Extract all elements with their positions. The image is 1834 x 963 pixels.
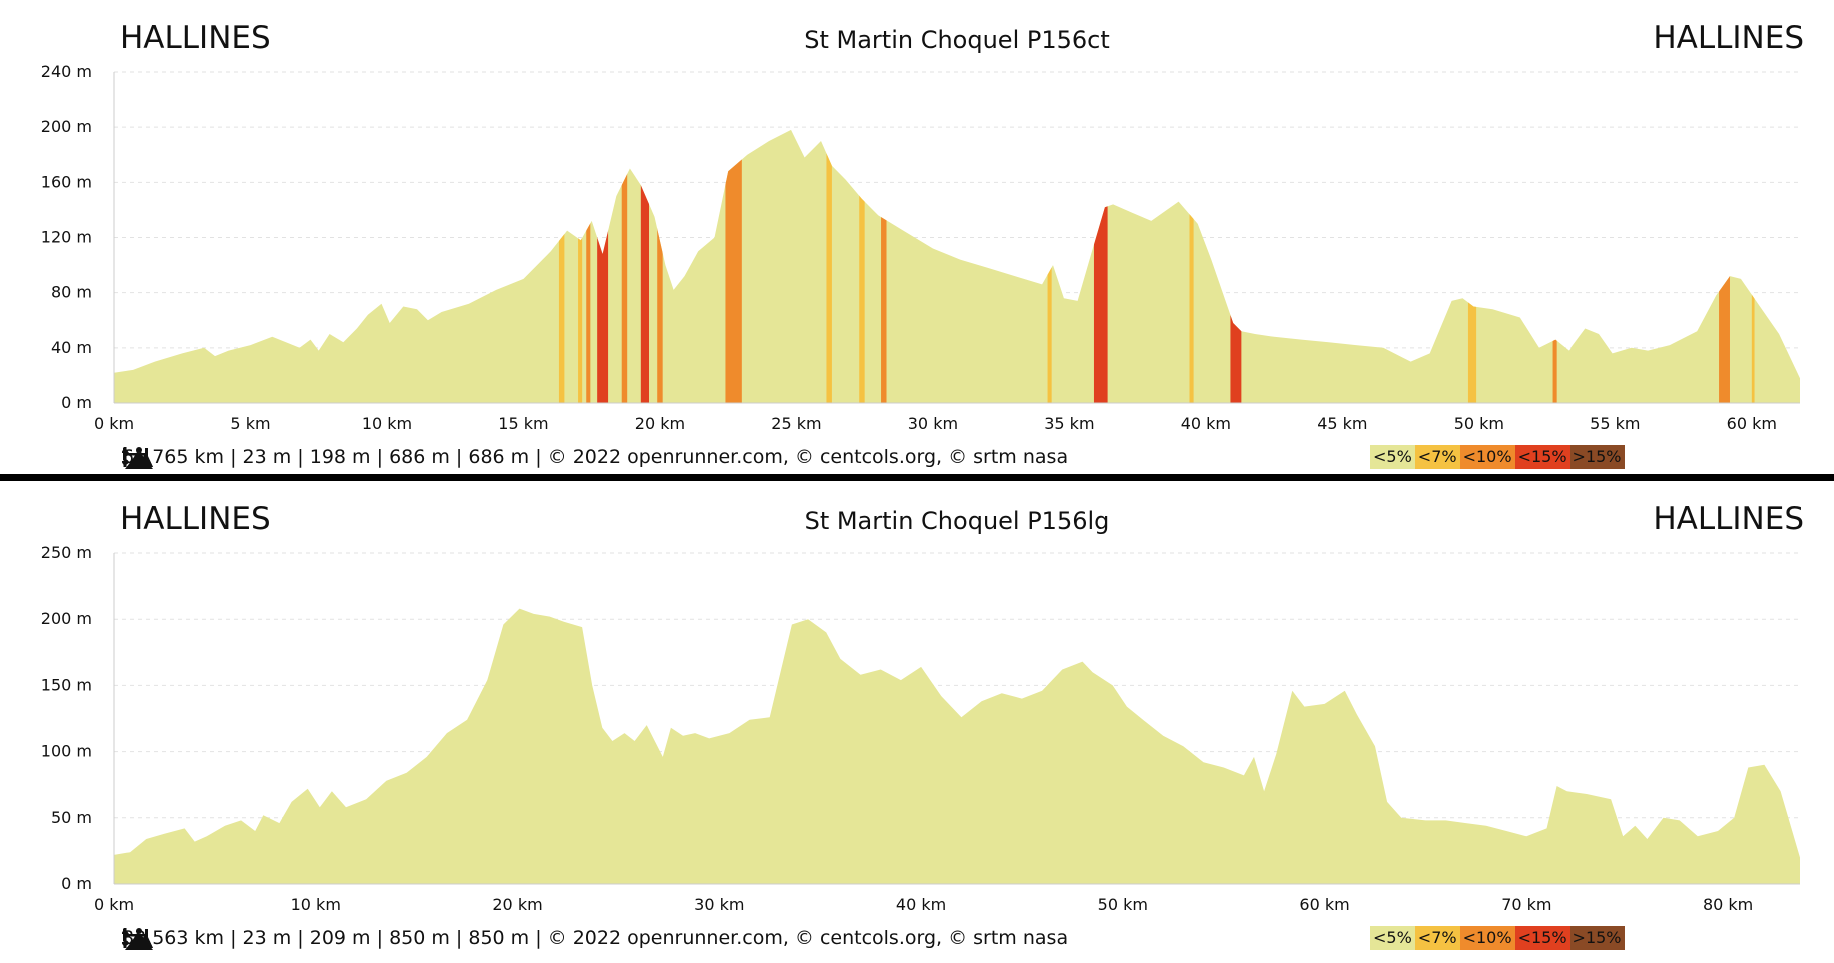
x-tick-label: 35 km	[1044, 414, 1094, 433]
elevation-chart-2: 0 m 50 m 100 m 150 m 200 m 250 m 0 km 10 km 20 k…	[41, 543, 1800, 914]
y-tick-label: 50 m	[51, 808, 92, 827]
chart-title: St Martin Choquel P156lg	[804, 507, 1110, 535]
x-tick-label: 15 km	[498, 414, 548, 433]
descent-value: 686 m | © 2022 openrunner.com, © centcol…	[468, 446, 1069, 468]
y-tick-label: 0 m	[61, 874, 92, 893]
legend-item: <5%	[1370, 445, 1415, 469]
grade-band	[621, 129, 628, 403]
x-tick-label: 0 km	[94, 414, 134, 433]
x-tick-label: 80 km	[1703, 895, 1753, 914]
end-place-label: HALLINES	[1653, 501, 1804, 537]
grade-band	[578, 129, 583, 403]
profile-panel-2: 0 m 50 m 100 m 150 m 200 m 250 m 0 km 10 km 20 k…	[0, 481, 1834, 951]
grade-band	[640, 129, 650, 403]
grade-band	[586, 129, 591, 403]
legend-item: <5%	[1370, 926, 1415, 950]
legend-item: <10%	[1459, 926, 1515, 950]
divider	[0, 474, 1834, 481]
grade-legend: <5% <7% <10% <15% >15%	[1370, 926, 1625, 950]
grade-band	[657, 129, 663, 403]
y-tick-label: 100 m	[41, 742, 92, 761]
start-place-label: HALLINES	[120, 20, 271, 56]
y-tick-label: 0 m	[61, 393, 92, 412]
x-tick-label: 60 km	[1727, 414, 1777, 433]
y-tick-label: 240 m	[41, 62, 92, 81]
y-tick-label: 40 m	[51, 338, 92, 357]
descent-icon	[122, 928, 153, 948]
x-tick-label: 20 km	[635, 414, 685, 433]
descent-value: 850 m | © 2022 openrunner.com, © centcol…	[468, 927, 1069, 949]
ascent-value: 850 m |	[389, 927, 463, 949]
elevation-chart-1: 0 m 40 m 80 m 120 m 160 m 200 m 240 m 0 km 5 km 1…	[41, 62, 1800, 433]
y-tick-label: 150 m	[41, 675, 92, 694]
x-tick-label: 0 km	[94, 895, 134, 914]
min-altitude-value: 23 m |	[242, 446, 304, 468]
y-tick-label: 200 m	[41, 117, 92, 136]
grade-band	[558, 129, 565, 403]
descent-icon	[122, 447, 153, 467]
end-place-label: HALLINES	[1653, 20, 1804, 56]
x-tick-label: 40 km	[896, 895, 946, 914]
grade-band	[859, 129, 865, 403]
y-tick-label: 160 m	[41, 172, 92, 191]
ascent-value: 686 m |	[389, 446, 463, 468]
x-tick-label: 5 km	[230, 414, 270, 433]
y-tick-label: 200 m	[41, 609, 92, 628]
x-tick-label: 40 km	[1181, 414, 1231, 433]
legend-item: <15%	[1514, 926, 1570, 950]
grade-legend: <5% <7% <10% <15% >15%	[1370, 445, 1625, 469]
x-tick-label: 50 km	[1098, 895, 1148, 914]
legend-item: >15%	[1569, 445, 1625, 469]
grade-band	[725, 129, 742, 403]
profile-panel-1: 0 m 40 m 80 m 120 m 160 m 200 m 240 m 0 km 5 km 1…	[0, 0, 1834, 470]
min-altitude-value: 23 m |	[242, 927, 304, 949]
x-tick-label: 30 km	[694, 895, 744, 914]
grade-band	[597, 129, 609, 403]
legend-item: <15%	[1514, 445, 1570, 469]
max-altitude-value: 209 m |	[309, 927, 384, 949]
legend-item: <7%	[1414, 445, 1460, 469]
x-tick-label: 25 km	[771, 414, 821, 433]
start-place-label: HALLINES	[120, 501, 271, 537]
x-tick-label: 10 km	[362, 414, 412, 433]
max-altitude-value: 198 m |	[309, 446, 384, 468]
x-tick-label: 45 km	[1317, 414, 1367, 433]
x-tick-label: 70 km	[1501, 895, 1551, 914]
grade-band	[1189, 129, 1194, 403]
x-tick-label: 30 km	[908, 414, 958, 433]
stats-line: 83.563 km | 23 m | 209 m | 850 m | 850 m…	[122, 927, 1069, 950]
elevation-area	[114, 129, 1800, 403]
elevation-area	[114, 608, 1800, 884]
chart-title: St Martin Choquel P156ct	[804, 26, 1110, 54]
x-tick-label: 50 km	[1454, 414, 1504, 433]
x-tick-label: 20 km	[492, 895, 542, 914]
stats-line: 61.765 km | 23 m | 198 m | 686 m | 686 m…	[122, 446, 1069, 469]
grade-band	[881, 129, 887, 403]
x-tick-label: 10 km	[291, 895, 341, 914]
y-tick-label: 120 m	[41, 228, 92, 247]
legend-item: <7%	[1414, 926, 1460, 950]
x-tick-label: 55 km	[1590, 414, 1640, 433]
y-tick-label: 250 m	[41, 543, 92, 562]
legend-item: >15%	[1569, 926, 1625, 950]
legend-item: <10%	[1459, 445, 1515, 469]
grade-band	[1093, 129, 1108, 403]
grade-band	[826, 129, 832, 403]
x-tick-label: 60 km	[1299, 895, 1349, 914]
y-tick-label: 80 m	[51, 283, 92, 302]
